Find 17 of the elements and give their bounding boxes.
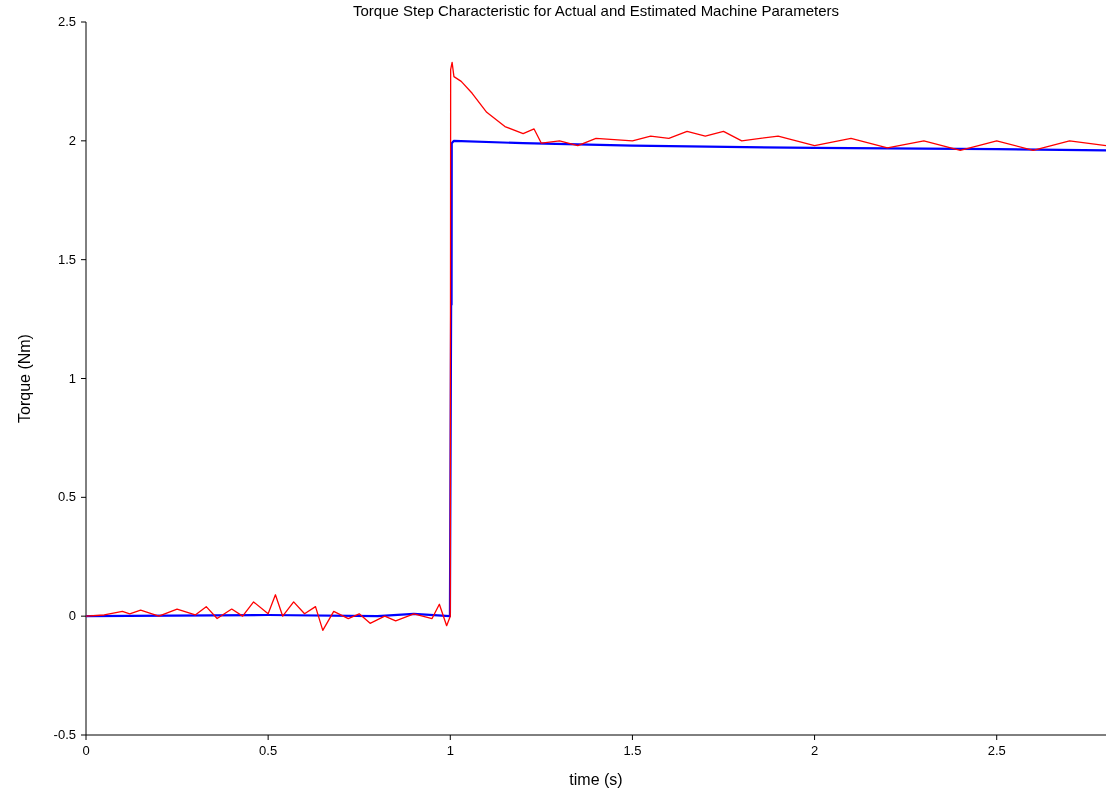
y-tick-label: 1 <box>68 370 76 386</box>
x-tick-label: 0 <box>82 743 90 758</box>
x-tick-label: 1.5 <box>623 743 642 758</box>
x-axis-title: time (s) <box>569 771 623 788</box>
line-series <box>85 61 1107 632</box>
y-tick-label: 2.5 <box>57 14 76 29</box>
x-tick-label: 0.5 <box>259 743 278 758</box>
y-tick-label: -0.5 <box>53 727 76 742</box>
y-tick-label: 0.5 <box>57 489 76 505</box>
x-tick-label: 1 <box>446 743 454 758</box>
y-tick-label: 1.5 <box>57 251 76 267</box>
y-tick-label: 0 <box>68 608 76 624</box>
x-tick-label: 2 <box>810 743 819 758</box>
x-tick-label: 2.5 <box>987 743 1006 758</box>
y-axis-title: Torque (Nm) <box>16 334 33 423</box>
y-tick-label: 2 <box>68 132 76 148</box>
chart-title: Torque Step Characteristic for Actual and Estimated Machine Parameters <box>352 2 840 19</box>
